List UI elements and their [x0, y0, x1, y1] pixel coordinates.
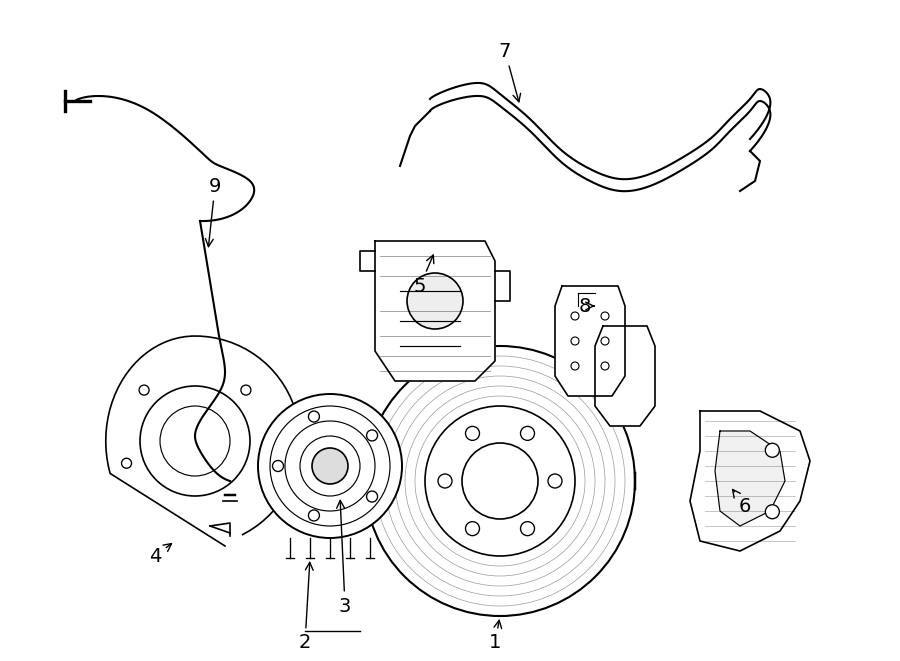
Text: 3: 3 [337, 500, 351, 615]
Circle shape [520, 426, 535, 440]
Polygon shape [595, 326, 655, 426]
Text: 4: 4 [148, 543, 172, 566]
Circle shape [407, 273, 463, 329]
Circle shape [438, 474, 452, 488]
Circle shape [462, 443, 538, 519]
Text: 7: 7 [499, 42, 520, 102]
Circle shape [601, 312, 609, 320]
Circle shape [273, 461, 284, 471]
Circle shape [601, 362, 609, 370]
Text: 5: 5 [414, 255, 434, 295]
Circle shape [520, 522, 535, 535]
Circle shape [465, 522, 480, 535]
Circle shape [122, 458, 131, 468]
Text: 6: 6 [733, 489, 751, 516]
Circle shape [309, 510, 320, 521]
Polygon shape [106, 336, 300, 546]
Polygon shape [555, 286, 625, 396]
Polygon shape [690, 411, 810, 551]
Circle shape [312, 448, 348, 484]
Text: 2: 2 [299, 563, 313, 652]
Circle shape [309, 411, 320, 422]
Circle shape [258, 394, 402, 538]
Circle shape [366, 430, 378, 441]
Circle shape [571, 362, 579, 370]
Circle shape [571, 312, 579, 320]
Circle shape [765, 444, 779, 457]
Text: 8: 8 [579, 297, 594, 315]
Circle shape [548, 474, 562, 488]
Polygon shape [375, 241, 495, 381]
Text: 1: 1 [489, 620, 501, 652]
Circle shape [140, 385, 149, 395]
Circle shape [571, 337, 579, 345]
Circle shape [765, 505, 779, 519]
Circle shape [601, 337, 609, 345]
Circle shape [366, 491, 378, 502]
Polygon shape [715, 431, 785, 526]
Text: 9: 9 [205, 176, 221, 247]
Circle shape [465, 426, 480, 440]
Circle shape [241, 385, 251, 395]
